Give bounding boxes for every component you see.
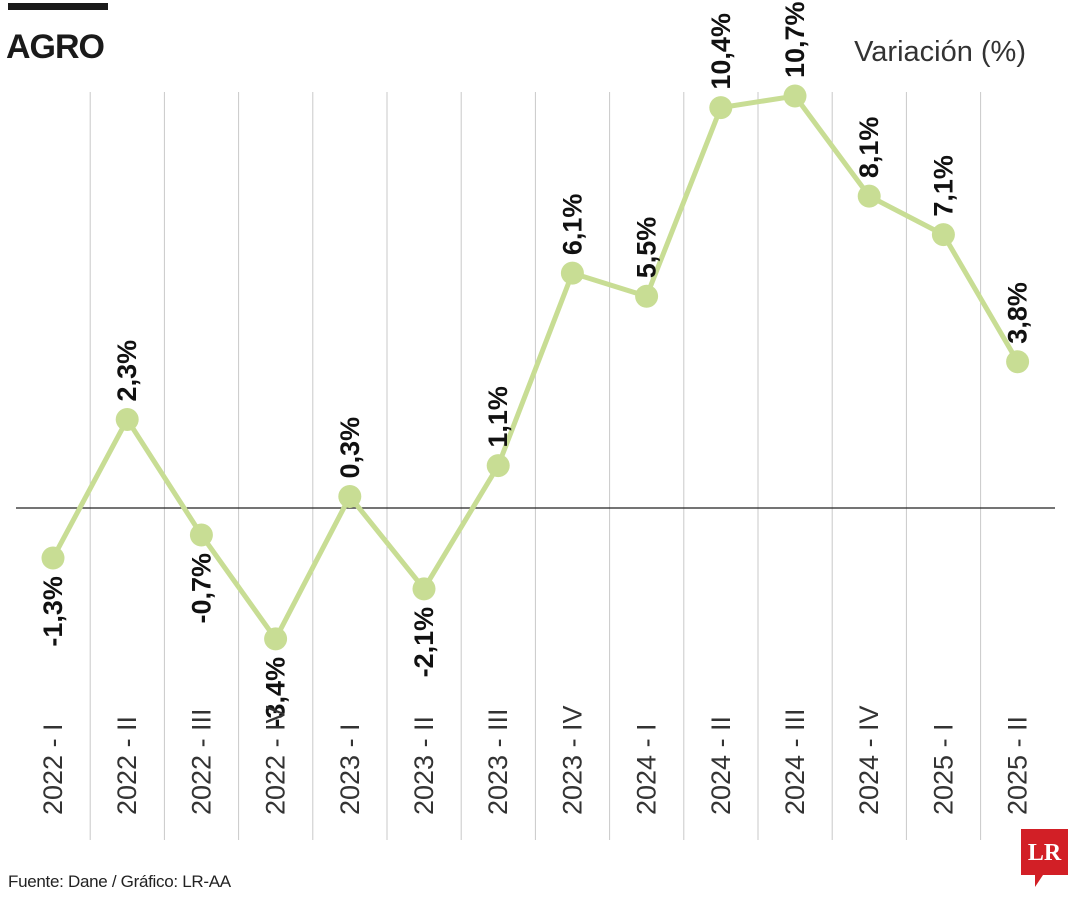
data-labels: -1,3% 2,3% -0,7% -3,4% 0,3% -2,1% 1,1% 6,1% 5,5%… (38, 1, 1033, 727)
data-label: -0,7% (186, 553, 216, 624)
data-point (41, 546, 65, 570)
series-line (50, 93, 1020, 642)
x-tick-label: 2022 - III (186, 708, 216, 815)
x-tick-label: 2024 - III (780, 708, 810, 815)
grid-lines (89, 92, 982, 840)
data-point (709, 96, 733, 120)
x-axis-tick-labels: 2022 - I 2022 - II 2022 - III 2022 - IV 2023… (38, 705, 1033, 815)
chart-title: AGRO (6, 28, 105, 66)
data-label: -3,4% (261, 657, 291, 728)
x-tick-label: 2024 - IV (854, 705, 884, 815)
data-label: 10,7% (780, 1, 810, 78)
x-tick-label: 2022 - II (112, 716, 142, 815)
unit-label: Variación (%) (854, 36, 1026, 68)
lr-logo: LR (1021, 829, 1068, 887)
x-tick-label: 2023 - I (335, 723, 365, 815)
data-label: 2,3% (112, 340, 142, 402)
data-point (115, 407, 139, 431)
data-point (338, 484, 362, 508)
data-label: 3,8% (1003, 282, 1033, 344)
x-tick-label: 2023 - II (409, 716, 439, 815)
data-label: 6,1% (557, 194, 587, 256)
data-label: -2,1% (409, 607, 439, 678)
x-tick-label: 2025 - I (928, 723, 958, 815)
x-tick-label: 2025 - II (1003, 716, 1033, 815)
data-point (189, 523, 213, 547)
data-point (412, 577, 436, 601)
x-tick-label: 2024 - II (706, 716, 736, 815)
x-tick-label: 2023 - IV (557, 705, 587, 815)
data-point (560, 261, 584, 285)
data-point (857, 184, 881, 208)
x-tick-label: 2023 - III (483, 708, 513, 815)
data-point (1006, 350, 1030, 374)
data-point (931, 223, 955, 247)
data-label: 7,1% (928, 155, 958, 217)
data-label: 10,4% (706, 13, 736, 90)
data-label: 5,5% (632, 217, 662, 279)
title-bar-accent (8, 3, 108, 10)
data-point (635, 284, 659, 308)
data-label: 0,3% (335, 417, 365, 479)
x-tick-label: 2022 - I (38, 723, 68, 815)
data-point (486, 454, 510, 478)
logo-text: LR (1028, 840, 1062, 866)
data-point (264, 627, 288, 651)
x-tick-label: 2024 - I (632, 723, 662, 815)
data-label: -1,3% (38, 576, 68, 647)
data-point (783, 84, 807, 108)
source-note: Fuente: Dane / Gráfico: LR-AA (8, 872, 231, 891)
x-tick-label: 2022 - IV (261, 705, 291, 815)
data-label: 8,1% (854, 117, 884, 179)
data-markers (41, 84, 1030, 651)
data-label: 1,1% (483, 386, 513, 448)
